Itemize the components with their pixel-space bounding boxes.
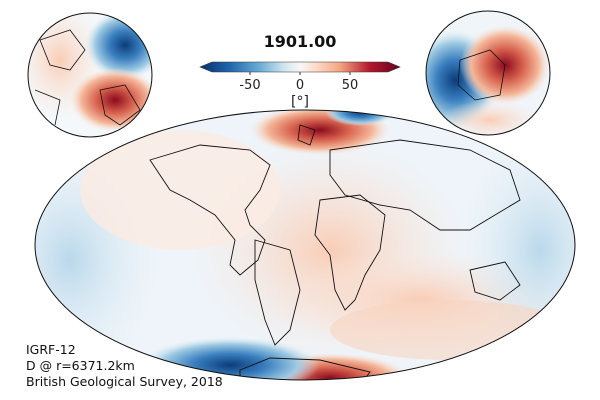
colorbar-tick: 0 (295, 78, 305, 93)
source-label: British Geological Survey, 2018 (26, 374, 223, 389)
colorbar-unit: [°] (291, 94, 309, 110)
coastlines (149, 124, 521, 380)
credits: IGRF-12 D @ r=6371.2km British Geologica… (26, 342, 223, 390)
epoch-title: 1901.00 (263, 32, 337, 51)
colorbar-tick: -50 (239, 78, 261, 93)
north-pole-map (27, 12, 153, 138)
colorbar (199, 61, 401, 75)
colorbar-tick: 50 (341, 78, 359, 93)
world-map (34, 109, 576, 381)
model-label: IGRF-12 (26, 342, 76, 357)
south-pole-map (425, 10, 551, 136)
quantity-label: D @ r=6371.2km (26, 358, 135, 373)
